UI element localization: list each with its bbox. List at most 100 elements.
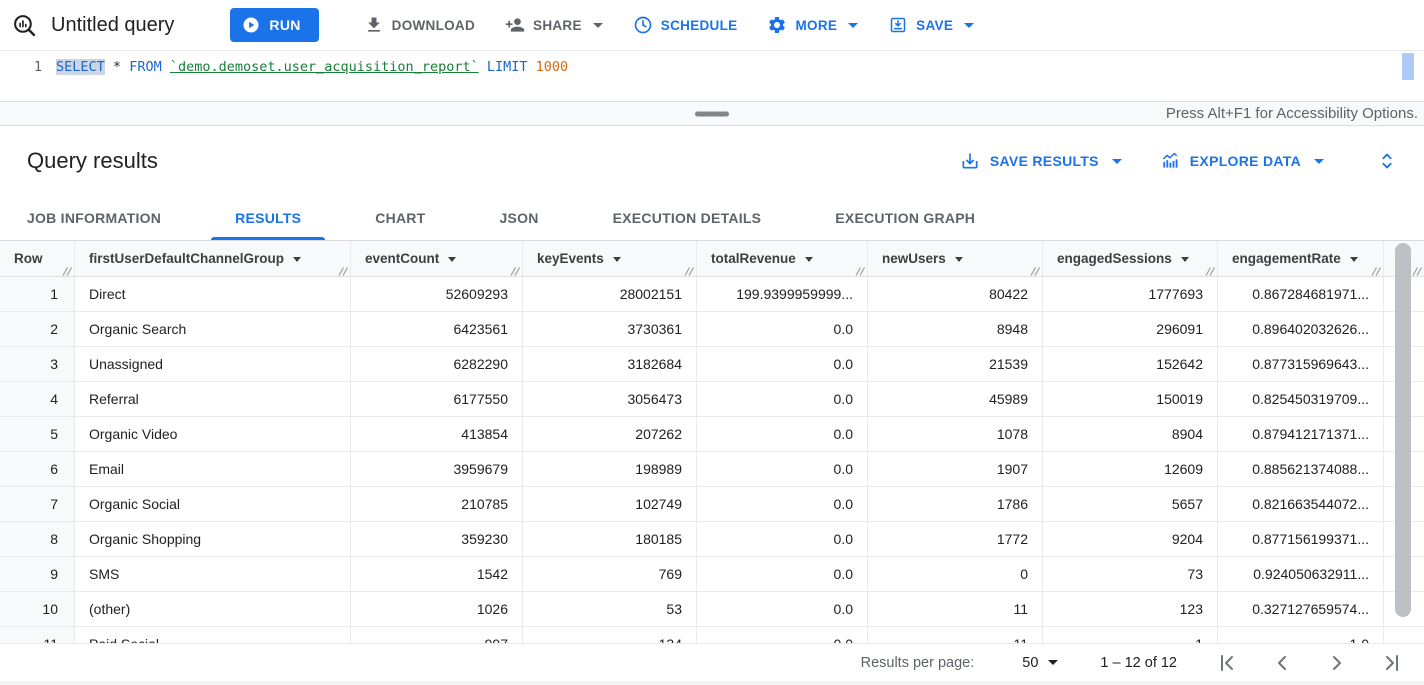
sql-table-reference: `demo.demoset.user_acquisition_report` [169, 59, 479, 75]
table-cell: 3182684 [523, 347, 697, 381]
results-actions: SAVE RESULTS EXPLORE DATA [960, 150, 1398, 172]
row-number-cell: 8 [0, 522, 75, 556]
sort-dropdown-icon[interactable] [954, 257, 963, 262]
sql-keyword-limit: LIMIT [486, 59, 528, 75]
tab-job-information[interactable]: JOB INFORMATION [3, 196, 185, 240]
table-row: 11Paid Social9971340.01111.0 [0, 627, 1424, 643]
column-header-newusers[interactable]: newUsers [868, 241, 1043, 276]
column-header-engagedsessions[interactable]: engagedSessions [1043, 241, 1218, 276]
table-cell: 9204 [1043, 522, 1218, 556]
sort-dropdown-icon[interactable] [1180, 257, 1189, 262]
tab-results[interactable]: RESULTS [211, 196, 326, 240]
tab-label: CHART [375, 210, 426, 226]
previous-page-icon[interactable] [1270, 651, 1294, 675]
table-row: 7 Organic Social 210785 102749 0.0 1786 5657 0.… [0, 487, 1424, 522]
table-cell: 0.0 [697, 347, 868, 381]
column-header-eventcount[interactable]: eventCount [351, 241, 523, 276]
share-button[interactable]: SHARE [505, 15, 603, 35]
column-header-label: firstUserDefaultChannelGroup [89, 251, 285, 266]
splitter-drag-handle[interactable] [695, 111, 729, 116]
save-results-button[interactable]: SAVE RESULTS [960, 151, 1122, 171]
column-header-totalrevenue[interactable]: totalRevenue [697, 241, 868, 276]
schedule-button-label: SCHEDULE [660, 17, 738, 33]
editor-vertical-scrollbar[interactable] [1402, 53, 1414, 80]
run-button[interactable]: RUN [230, 8, 319, 42]
sort-dropdown-icon[interactable] [612, 257, 621, 262]
table-cell: 0.825450319709... [1218, 382, 1384, 416]
column-resize-handle-icon[interactable] [1371, 264, 1382, 276]
table-cell: 1907 [868, 452, 1043, 486]
table-cell: Organic Social [75, 487, 351, 521]
table-cell: 0.0 [697, 627, 868, 643]
page-size-dropdown[interactable]: 50 [1022, 655, 1059, 671]
query-title[interactable]: Untitled query [51, 13, 175, 36]
first-page-icon[interactable] [1215, 651, 1239, 675]
row-number-cell: 6 [0, 452, 75, 486]
schedule-button[interactable]: SCHEDULE [633, 15, 738, 35]
row-number-cell: 4 [0, 382, 75, 416]
expand-panel-icon[interactable] [1376, 150, 1398, 172]
save-results-label: SAVE RESULTS [989, 153, 1099, 169]
column-resize-handle-icon[interactable] [338, 264, 349, 276]
column-resize-handle-icon[interactable] [684, 264, 695, 276]
table-cell: 997 [351, 627, 523, 643]
arrow-drop-down-icon [964, 22, 975, 28]
column-resize-handle-icon[interactable] [510, 264, 521, 276]
last-page-icon[interactable] [1380, 651, 1404, 675]
table-horizontal-scrollbar[interactable] [0, 681, 1424, 685]
column-header-label: eventCount [365, 251, 440, 266]
download-button-label: DOWNLOAD [391, 17, 476, 33]
splitter-bar: Press Alt+F1 for Accessibility Options. [0, 101, 1424, 126]
tab-execution-graph[interactable]: EXECUTION GRAPH [811, 196, 999, 240]
column-resize-handle-icon[interactable] [1412, 264, 1423, 276]
arrow-drop-down-icon [1111, 158, 1122, 164]
table-cell: 1777693 [1043, 277, 1218, 311]
sort-dropdown-icon[interactable] [448, 257, 457, 262]
column-resize-handle-icon[interactable] [855, 264, 866, 276]
table-cell: 1542 [351, 557, 523, 591]
sort-dropdown-icon[interactable] [1349, 257, 1358, 262]
table-cell: 0.0 [697, 592, 868, 626]
table-cell: 0.0 [697, 487, 868, 521]
table-cell: 123 [1043, 592, 1218, 626]
scrollbar-thumb[interactable] [1395, 243, 1411, 617]
table-cell: 0.885621374088... [1218, 452, 1384, 486]
column-header-keyevents[interactable]: keyEvents [523, 241, 697, 276]
table-cell: 1 [1043, 627, 1218, 643]
tab-chart[interactable]: CHART [351, 196, 449, 240]
tab-json[interactable]: JSON [475, 196, 562, 240]
save-results-icon [960, 151, 980, 171]
pagination-bar: Results per page: 50 1 – 12 of 12 [0, 643, 1424, 681]
column-resize-handle-icon[interactable] [62, 264, 73, 276]
tab-label: JSON [499, 210, 539, 226]
table-row: 4 Referral 6177550 3056473 0.0 45989 150019 0.8… [0, 382, 1424, 417]
tab-execution-details[interactable]: EXECUTION DETAILS [589, 196, 786, 240]
explore-data-button[interactable]: EXPLORE DATA [1160, 151, 1324, 171]
download-button[interactable]: DOWNLOAD [364, 15, 475, 35]
more-button[interactable]: MORE [767, 15, 859, 35]
results-title: Query results [27, 148, 158, 173]
save-button[interactable]: SAVE [888, 15, 975, 35]
results-table-body: 1 Direct 52609293 28002151 199.9399959999...… [0, 277, 1424, 643]
table-row: 5 Organic Video 413854 207262 0.0 1078 8904 0.8… [0, 417, 1424, 452]
share-button-label: SHARE [533, 17, 582, 33]
column-header-row[interactable]: Row [0, 241, 75, 276]
column-header-firstuserdefaultchannelgroup[interactable]: firstUserDefaultChannelGroup [75, 241, 351, 276]
table-cell: 150019 [1043, 382, 1218, 416]
editor-toolbar: Untitled query RUN DOWNLOAD SHARE SCHE [0, 0, 1424, 50]
table-cell: 80422 [868, 277, 1043, 311]
sort-dropdown-icon[interactable] [293, 257, 302, 262]
sort-dropdown-icon[interactable] [804, 257, 813, 262]
table-cell: 3056473 [523, 382, 697, 416]
table-row: 8 Organic Shopping 359230 180185 0.0 1772 9204… [0, 522, 1424, 557]
column-resize-handle-icon[interactable] [1030, 264, 1041, 276]
table-cell: Organic Shopping [75, 522, 351, 556]
next-page-icon[interactable] [1325, 651, 1349, 675]
table-cell: 6177550 [351, 382, 523, 416]
table-cell: 1026 [351, 592, 523, 626]
column-header-label: totalRevenue [711, 251, 796, 266]
sql-editor[interactable]: 1 SELECT * FROM `demo.demoset.user_acqui… [0, 50, 1424, 101]
column-resize-handle-icon[interactable] [1205, 264, 1216, 276]
column-header-engagementrate[interactable]: engagementRate [1218, 241, 1384, 276]
table-vertical-scrollbar[interactable] [1395, 241, 1411, 643]
